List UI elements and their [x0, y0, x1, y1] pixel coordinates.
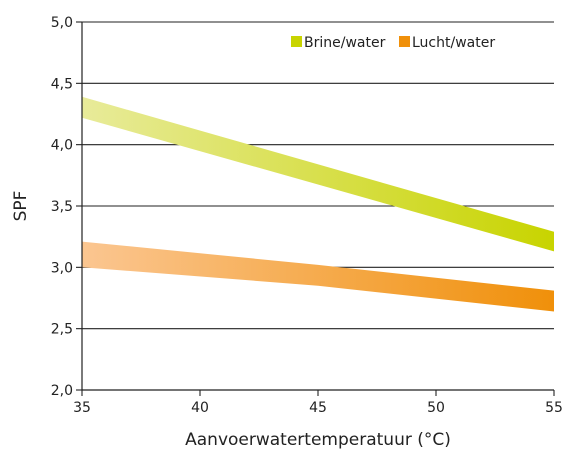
x-tick-label: 50 [427, 400, 445, 416]
y-tick-label: 4,5 [51, 76, 73, 92]
y-tick-label: 2,5 [51, 322, 73, 338]
x-tick-label: 40 [191, 400, 209, 416]
x-tick-label: 35 [73, 400, 91, 416]
legend-label: Brine/water [304, 35, 386, 51]
band-brine-water [82, 96, 554, 252]
y-tick-label: 5,0 [51, 15, 73, 31]
y-tick-label: 2,0 [51, 383, 73, 399]
y-tick-label: 3,0 [51, 260, 73, 276]
legend-label: Lucht/water [412, 35, 495, 51]
band-lucht-water [82, 241, 554, 312]
tick-labels: 2,0 2,5 3,0 3,5 4,0 4,5 5,0 35 40 45 50 55 [51, 15, 563, 416]
legend: Brine/water Lucht/water [291, 35, 495, 51]
y-axis-title: SPF [11, 191, 31, 222]
series-bands [82, 96, 554, 312]
x-tick-label: 45 [309, 400, 327, 416]
x-tick-label: 55 [545, 400, 563, 416]
x-axis-title: Aanvoerwatertemperatuur (°C) [185, 430, 451, 450]
y-tick-label: 3,5 [51, 199, 73, 215]
legend-swatch [291, 36, 302, 47]
legend-swatch [399, 36, 410, 47]
y-tick-label: 4,0 [51, 138, 73, 154]
